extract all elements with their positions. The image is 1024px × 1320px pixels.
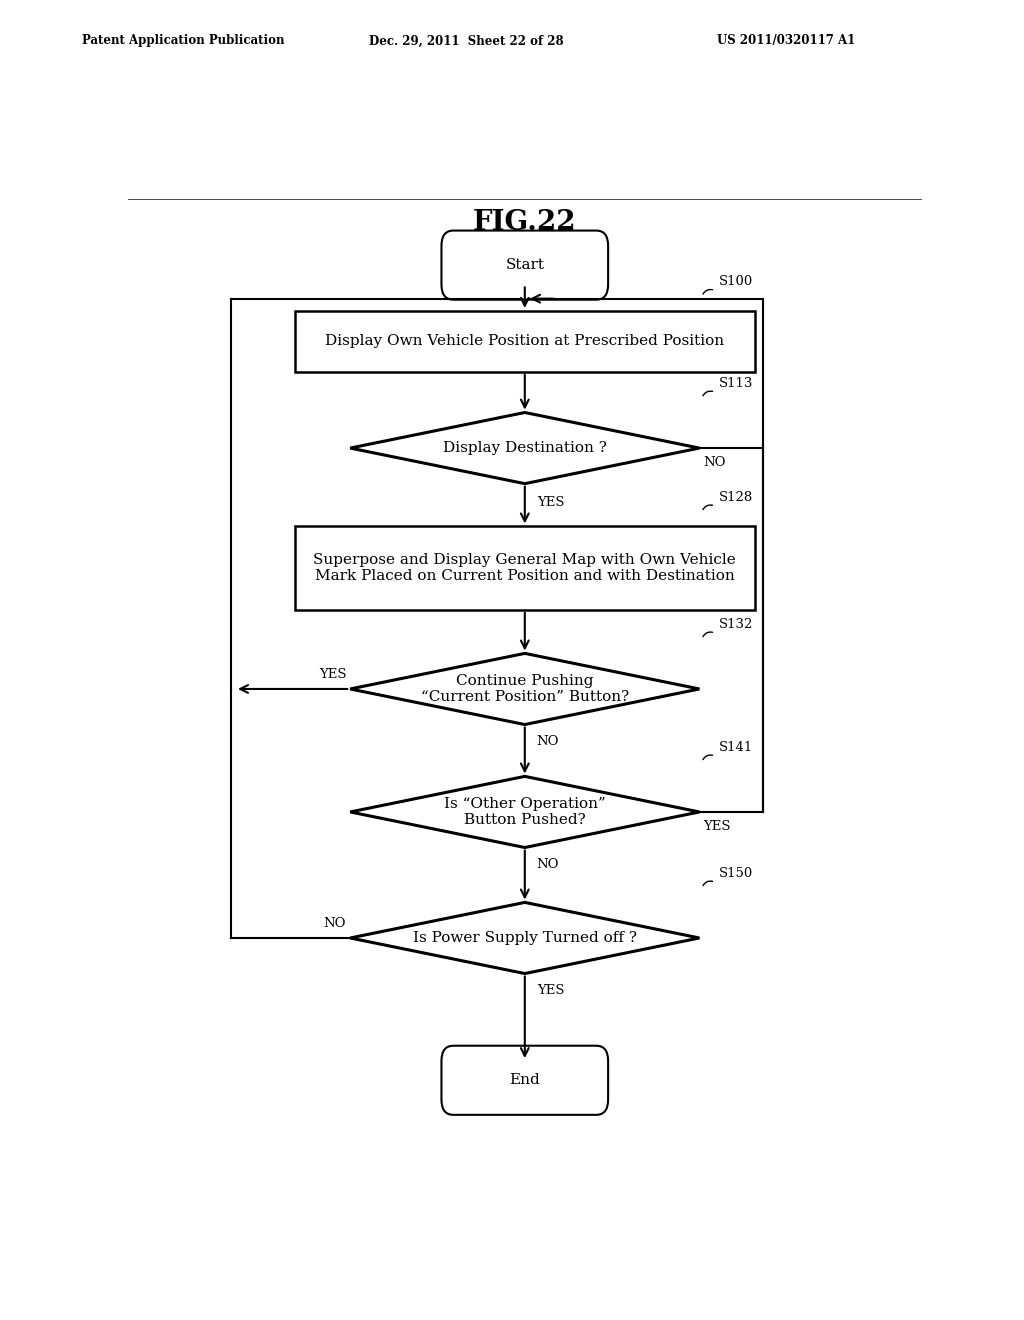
Text: End: End bbox=[509, 1073, 541, 1088]
Text: Dec. 29, 2011  Sheet 22 of 28: Dec. 29, 2011 Sheet 22 of 28 bbox=[369, 34, 563, 48]
Text: FIG.22: FIG.22 bbox=[473, 210, 577, 236]
Text: S150: S150 bbox=[719, 867, 754, 880]
Text: YES: YES bbox=[537, 983, 564, 997]
Polygon shape bbox=[350, 776, 699, 847]
FancyBboxPatch shape bbox=[441, 231, 608, 300]
Polygon shape bbox=[350, 653, 699, 725]
Text: NO: NO bbox=[703, 457, 726, 469]
Polygon shape bbox=[350, 412, 699, 483]
FancyBboxPatch shape bbox=[441, 1045, 608, 1115]
Text: NO: NO bbox=[537, 735, 559, 747]
Text: S128: S128 bbox=[719, 491, 754, 504]
Text: Display Destination ?: Display Destination ? bbox=[442, 441, 607, 455]
Text: YES: YES bbox=[537, 496, 564, 508]
Text: Start: Start bbox=[505, 259, 545, 272]
Text: S113: S113 bbox=[719, 378, 754, 391]
Text: Continue Pushing
“Current Position” Button?: Continue Pushing “Current Position” Butt… bbox=[421, 675, 629, 704]
Text: Patent Application Publication: Patent Application Publication bbox=[82, 34, 285, 48]
Text: S141: S141 bbox=[719, 741, 754, 754]
Text: YES: YES bbox=[318, 668, 346, 681]
Bar bbox=[295, 527, 755, 610]
Text: NO: NO bbox=[324, 917, 346, 929]
Text: NO: NO bbox=[537, 858, 559, 871]
Text: S132: S132 bbox=[719, 618, 754, 631]
Text: YES: YES bbox=[703, 820, 731, 833]
Text: Is Power Supply Turned off ?: Is Power Supply Turned off ? bbox=[413, 931, 637, 945]
Text: US 2011/0320117 A1: US 2011/0320117 A1 bbox=[717, 34, 855, 48]
Text: Display Own Vehicle Position at Prescribed Position: Display Own Vehicle Position at Prescrib… bbox=[326, 334, 724, 348]
Bar bbox=[295, 312, 755, 372]
Text: Is “Other Operation”
Button Pushed?: Is “Other Operation” Button Pushed? bbox=[444, 797, 605, 828]
Text: Superpose and Display General Map with Own Vehicle
Mark Placed on Current Positi: Superpose and Display General Map with O… bbox=[313, 553, 736, 583]
Polygon shape bbox=[350, 903, 699, 974]
Text: S100: S100 bbox=[719, 276, 754, 289]
